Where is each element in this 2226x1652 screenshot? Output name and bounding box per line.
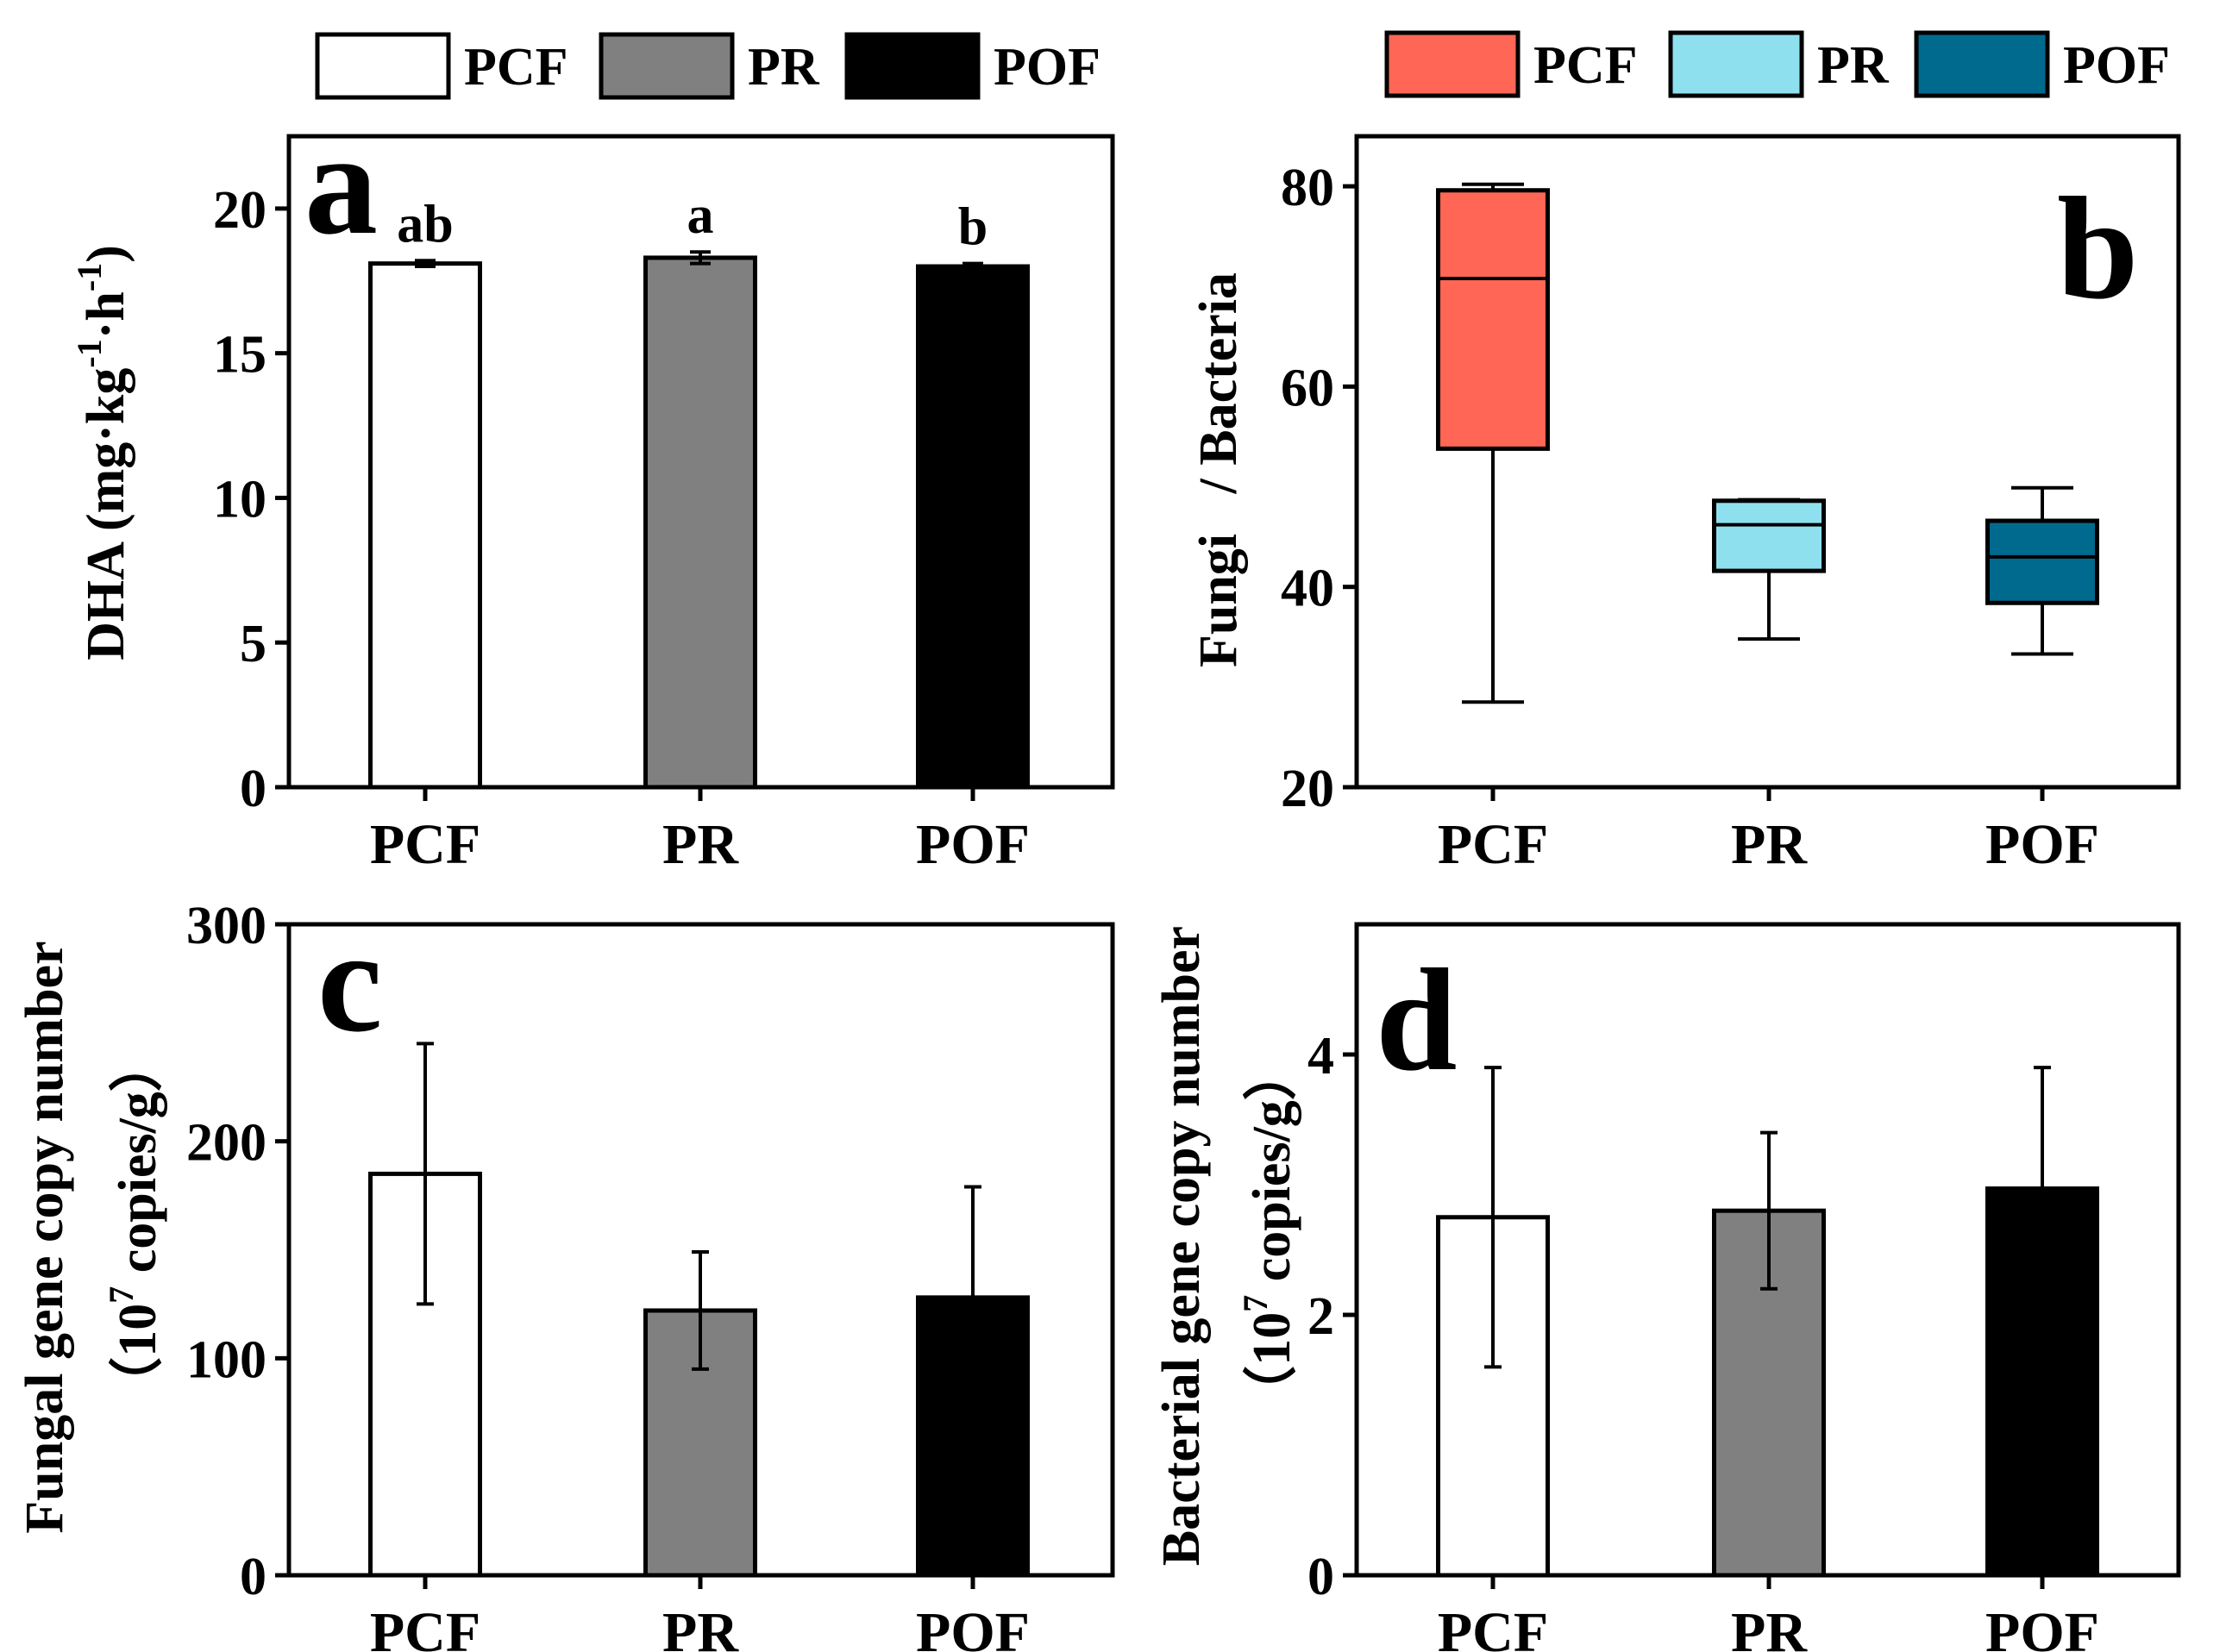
- panel-c-ylabel-line2: （107 copies/g）: [102, 1038, 167, 1411]
- panel-a-xtick-label: POF: [916, 813, 1030, 876]
- panel-c-ytick-label: 100: [186, 1330, 266, 1389]
- legend-right-label-pcf: PCF: [1533, 36, 1638, 95]
- panel-d-ytick-label: 4: [1307, 1027, 1334, 1086]
- panel-a-xtick-label: PR: [662, 813, 739, 876]
- panel-c-ytick-label: 300: [186, 897, 266, 955]
- legend-left-label-pcf: PCF: [464, 38, 568, 97]
- panel-a-ytick-label: 5: [240, 615, 266, 673]
- panel-b-ytick-label: 40: [1281, 560, 1334, 618]
- panel-a-ytick-label: 15: [213, 326, 266, 385]
- panel-c-ytick-label: 0: [240, 1548, 266, 1606]
- panel-c-letter: c: [317, 900, 382, 1062]
- legend-left-label-pof: POF: [994, 38, 1100, 97]
- panel-d-ylabel-line2: （107 copies/g）: [1236, 1047, 1301, 1419]
- panel-d-ytick-label: 0: [1307, 1548, 1334, 1606]
- legend-right-label-pr: PR: [1817, 36, 1890, 95]
- panel-a-ylabel: DHA (mg·kg-1·h-1): [70, 245, 135, 660]
- panel-b-ytick-label: 60: [1281, 359, 1334, 417]
- panel-b-box: [1985, 518, 2099, 605]
- panel-d-letter: d: [1376, 939, 1458, 1101]
- panel-a-significance-label: ab: [397, 195, 453, 253]
- panel-a-bar: [368, 261, 482, 790]
- panel-a-ytick-label: 10: [213, 470, 266, 529]
- legend-left-swatch-pof: [844, 32, 981, 100]
- panel-b: 20 40 60 80 PCF PR POF b Fungi / Bacteria: [1189, 134, 2181, 876]
- panel-d-xtick-label: POF: [1985, 1601, 2099, 1652]
- panel-a-bar: [643, 255, 757, 790]
- legend-right-swatch-pr: [1668, 30, 1804, 98]
- panel-b-ylabel: Fungi / Bacteria: [1189, 272, 1248, 667]
- panel-d-ytick-label: 2: [1307, 1287, 1334, 1346]
- panel-a-significance-label: b: [958, 198, 988, 257]
- panel-a-ytick-label: 20: [213, 181, 266, 240]
- panel-d: 0 2 4 PCF PR POF d Bacterial gene copy number…: [1152, 922, 2181, 1652]
- panel-c-plot: 0 100 200 300 PCF PR POF: [186, 897, 1115, 1652]
- panel-c-ylabel-line1: Fungal gene copy number: [16, 941, 74, 1533]
- panel-a-xtick-label: PCF: [370, 813, 480, 876]
- panel-d-xtick-label: PR: [1731, 1601, 1808, 1652]
- panel-d-xtick-label: PCF: [1438, 1601, 1548, 1652]
- panel-c-xtick-label: PR: [662, 1601, 739, 1652]
- panel-b-box: [1436, 188, 1550, 451]
- legend-left-swatch-pr: [599, 32, 735, 100]
- panel-c-ytick-label: 200: [186, 1114, 266, 1173]
- panel-b-letter: b: [2057, 167, 2139, 329]
- panel-b-ytick-label: 80: [1281, 159, 1334, 217]
- legend-right-swatch-pof: [1914, 30, 2050, 98]
- legend-left-label-pr: PR: [748, 38, 820, 97]
- legend-left: PCF PR POF: [315, 32, 1100, 100]
- panel-b-xtick-label: PCF: [1438, 813, 1548, 876]
- panel-d-ylabel-line1: Bacterial gene copy number: [1152, 926, 1211, 1566]
- legend-right-label-pof: POF: [2063, 36, 2170, 95]
- panel-a-ytick-label: 0: [240, 760, 266, 818]
- panel-a-bar: [916, 264, 1030, 790]
- legend-right: PCF PR POF: [1384, 30, 2170, 98]
- panel-a-significance-label: a: [687, 186, 714, 245]
- panel-b-ytick-label: 20: [1281, 760, 1334, 818]
- legend-left-swatch-pcf: [315, 32, 451, 100]
- panel-c-xtick-label: PCF: [370, 1601, 480, 1652]
- panel-c-xtick-label: POF: [916, 1601, 1030, 1652]
- panel-b-xtick-label: POF: [1985, 813, 2099, 876]
- panel-c: 0 100 200 300 PCF PR POF c Fungal gene copy nu…: [16, 897, 1115, 1652]
- panel-a-letter: a: [304, 103, 378, 265]
- panel-b-box: [1712, 498, 1826, 573]
- legend-right-swatch-pcf: [1384, 30, 1521, 98]
- panel-b-xtick-label: PR: [1731, 813, 1808, 876]
- panel-b-plot: 20 40 60 80 PCF PR POF: [1281, 134, 2181, 876]
- panel-d-plot: 0 2 4 PCF PR POF: [1307, 922, 2181, 1652]
